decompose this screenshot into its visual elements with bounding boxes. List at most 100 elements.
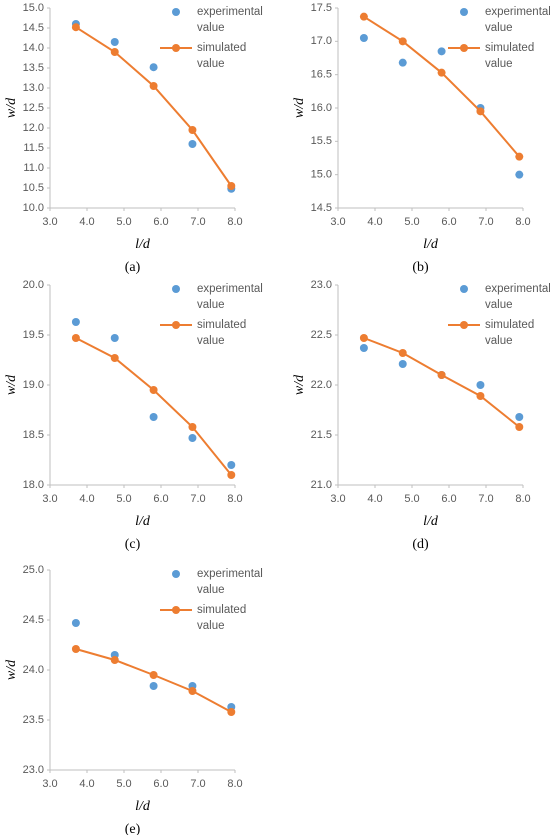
caption: (a) — [125, 260, 141, 275]
data-point — [437, 68, 446, 77]
data-point — [515, 152, 524, 161]
x-axis-label: l/d — [135, 514, 151, 529]
x-tick-label: 6.0 — [441, 216, 456, 228]
data-point — [188, 434, 197, 442]
legend-label: experimental value — [197, 6, 263, 34]
x-tick-label: 4.0 — [79, 493, 94, 505]
data-point — [437, 371, 446, 379]
caption: (e) — [125, 822, 141, 835]
data-point — [515, 413, 524, 421]
x-tick-label: 4.0 — [79, 778, 94, 790]
legend-entry: experimental value — [197, 283, 263, 311]
legend-entry: simulated value — [197, 42, 247, 70]
data-point — [359, 34, 368, 42]
chart-panel: 10.0 10.5 11.0 11.5 12.0 12.5 13.0 13.5 14.0 14.5… — [4, 2, 263, 275]
chart-panel: 23.0 23.5 24.0 24.5 25.0 3.0 4.0 5.0 6.0 7.0 8.0 l/… — [4, 564, 263, 835]
y-tick-label: 14.5 — [23, 22, 44, 34]
data-point — [149, 386, 158, 394]
data-point — [227, 461, 236, 469]
legend-marker — [460, 321, 468, 329]
x-axis-label: l/d — [423, 237, 439, 252]
data-point — [227, 708, 236, 716]
legend-label: simulated value — [197, 604, 247, 632]
y-tick-label: 22.5 — [311, 329, 332, 341]
legend-entry: experimental value — [197, 568, 263, 596]
x-tick-label: 3.0 — [42, 493, 57, 505]
y-tick-label: 11.5 — [23, 142, 44, 154]
y-tick-label: 25.0 — [23, 564, 44, 576]
y-tick-label: 15.0 — [23, 2, 44, 14]
x-tick-label: 5.0 — [116, 216, 131, 228]
y-tick-label: 13.0 — [23, 82, 44, 94]
y-tick-label: 16.5 — [311, 69, 332, 81]
x-tick-label: 6.0 — [153, 493, 168, 505]
data-point — [359, 334, 368, 342]
legend-entry: experimental value — [197, 6, 263, 34]
legend-label: experimental value — [197, 283, 263, 311]
data-point — [398, 360, 407, 368]
legend-marker — [460, 285, 468, 293]
data-point — [476, 107, 485, 116]
legend-entry: simulated value — [197, 604, 247, 632]
data-point — [227, 471, 236, 479]
y-tick-label: 22.0 — [311, 379, 332, 391]
data-point — [110, 38, 119, 46]
y-axis-label: w/d — [4, 97, 19, 118]
legend-marker — [172, 8, 180, 16]
y-tick-label: 23.5 — [23, 714, 44, 726]
data-point — [476, 381, 485, 389]
x-tick-label: 3.0 — [42, 778, 57, 790]
x-tick-label: 3.0 — [330, 493, 345, 505]
data-point — [515, 423, 524, 431]
data-point — [71, 318, 80, 326]
x-tick-label: 5.0 — [404, 493, 419, 505]
y-tick-label: 17.0 — [311, 35, 332, 47]
y-tick-label: 12.5 — [23, 102, 44, 114]
data-point — [149, 682, 158, 690]
x-tick-label: 8.0 — [227, 493, 242, 505]
y-tick-label: 15.0 — [311, 169, 332, 181]
data-point — [149, 413, 158, 421]
x-tick-label: 7.0 — [478, 216, 493, 228]
x-tick-label: 6.0 — [153, 216, 168, 228]
series-line — [75, 648, 232, 713]
data-point — [188, 687, 197, 695]
data-point — [71, 23, 80, 32]
legend-label: simulated value — [197, 42, 247, 70]
x-axis-label: l/d — [135, 799, 151, 814]
y-axis-label: w/d — [292, 374, 307, 395]
chart-panel: 14.5 15.0 15.5 16.0 16.5 17.0 17.5 3.0 4.0 5.0 6.0… — [292, 2, 550, 275]
legend-entry: simulated value — [485, 319, 534, 347]
y-tick-label: 24.0 — [23, 664, 44, 676]
x-tick-label: 6.0 — [153, 778, 168, 790]
x-tick-label: 4.0 — [367, 216, 382, 228]
legend-marker — [172, 570, 180, 578]
data-point — [188, 126, 197, 134]
y-tick-label: 21.0 — [311, 479, 332, 491]
x-tick-label: 3.0 — [42, 216, 57, 228]
series-line — [75, 337, 233, 476]
data-point — [110, 48, 119, 56]
legend-marker — [172, 321, 180, 329]
chart-panel: 21.0 21.5 22.0 22.5 23.0 3.0 4.0 5.0 6.0 7.0 8.0 l/… — [292, 279, 550, 552]
y-axis-label: w/d — [4, 374, 19, 395]
y-tick-label: 20.0 — [23, 279, 44, 291]
x-tick-label: 3.0 — [330, 216, 345, 228]
legend-entry: experimental value — [485, 6, 550, 34]
data-point — [437, 47, 446, 56]
data-point — [476, 392, 485, 400]
data-point — [149, 63, 158, 72]
y-tick-label: 13.5 — [23, 62, 44, 74]
x-tick-label: 8.0 — [515, 493, 530, 505]
x-tick-label: 8.0 — [515, 216, 530, 228]
x-tick-label: 5.0 — [116, 493, 131, 505]
data-point — [149, 671, 158, 679]
y-tick-label: 17.5 — [311, 2, 332, 14]
caption: (d) — [412, 537, 429, 552]
y-tick-label: 14.5 — [311, 202, 332, 214]
legend-marker — [172, 285, 180, 293]
x-tick-label: 7.0 — [478, 493, 493, 505]
y-tick-label: 19.0 — [23, 379, 44, 391]
legend-marker — [460, 8, 468, 16]
